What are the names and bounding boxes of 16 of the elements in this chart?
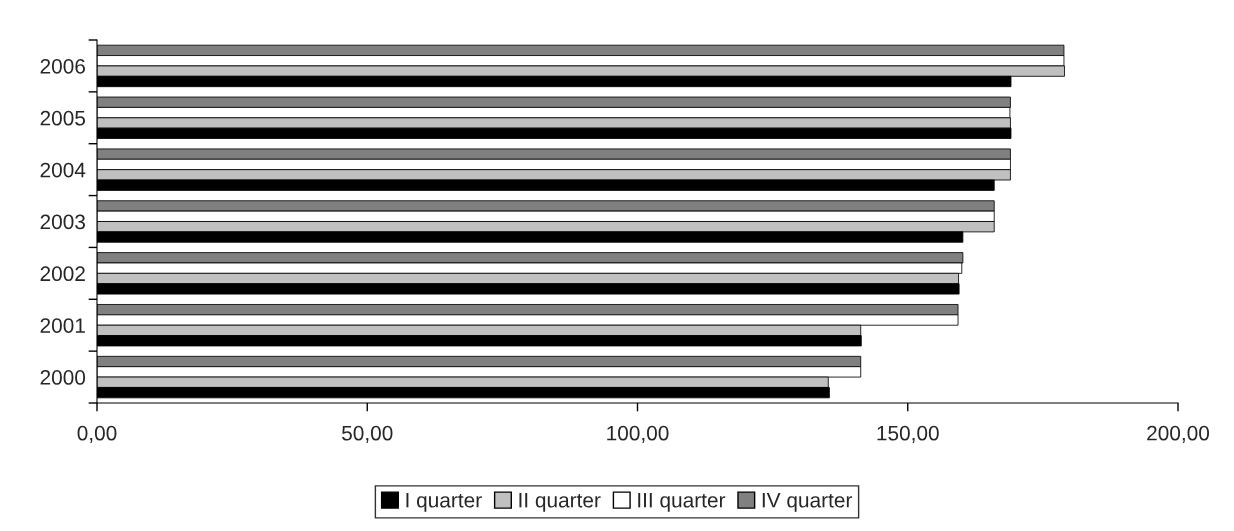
x-tick-label: 100,00 [607, 425, 669, 443]
legend-label: III quarter [638, 493, 726, 512]
x-tick-label: 0,00 [77, 425, 117, 443]
y-tick-label: 2006 [40, 58, 85, 74]
x-tick-label: 50,00 [342, 425, 393, 443]
legend-label: I quarter [406, 493, 482, 512]
x-tick-label: 200,00 [1147, 425, 1210, 443]
legend-label: II quarter [519, 493, 601, 512]
y-tick-label: 2004 [40, 162, 86, 178]
x-tick-label: 150,00 [877, 425, 939, 443]
legend-label: IV quarter [762, 493, 853, 512]
y-tick-label: 2002 [40, 266, 85, 282]
y-tick-label: 2000 [40, 370, 86, 385]
y-tick-label: 2003 [40, 214, 85, 230]
y-tick-label: 2001 [40, 318, 85, 333]
y-tick-label: 2005 [40, 110, 86, 126]
